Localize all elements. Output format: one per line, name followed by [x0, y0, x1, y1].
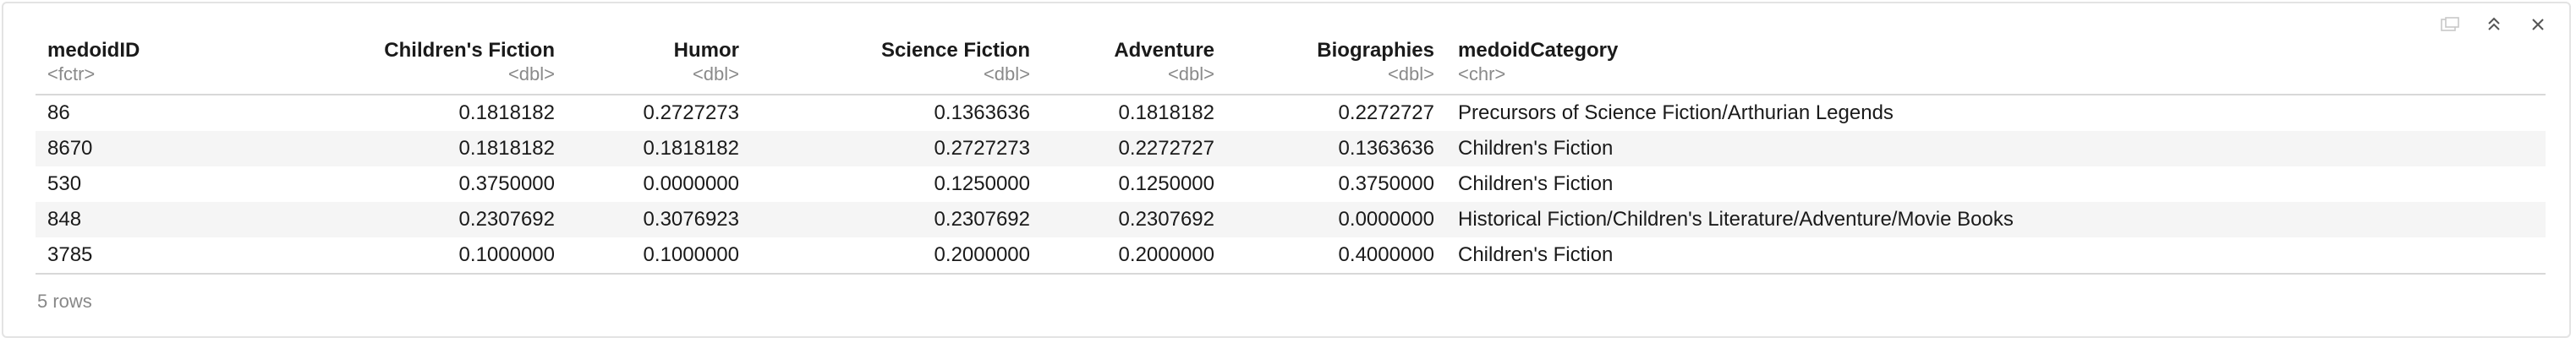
column-type: <dbl>: [1387, 63, 1434, 84]
cell-humor: 0.1818182: [643, 137, 739, 160]
cell-medoidcategory: Children's Fiction: [1458, 243, 1614, 266]
column-name: medoidCategory: [1458, 39, 1619, 62]
column-header-childrens-fiction[interactable]: Children's Fiction <dbl>: [255, 35, 567, 95]
column-type: <fctr>: [47, 63, 96, 84]
cell-medoidid: 848: [47, 208, 82, 231]
cell-humor: 0.3076923: [643, 208, 739, 231]
table-row: 848 0.2307692 0.3076923 0.2307692 0.2307…: [36, 202, 2546, 237]
column-type: <chr>: [1458, 63, 1506, 84]
data-table: medoidID <fctr> Children's Fiction <dbl>…: [36, 35, 2546, 275]
cell-childrens-fiction: 0.2307692: [458, 208, 555, 231]
cell-medoidid: 86: [47, 101, 70, 124]
cell-biographies: 0.1363636: [1338, 137, 1434, 160]
column-type: <dbl>: [1167, 63, 1214, 84]
cell-medoidcategory: Children's Fiction: [1458, 137, 1614, 160]
column-header-medoidid[interactable]: medoidID <fctr>: [36, 35, 255, 95]
column-header-humor[interactable]: Humor <dbl>: [567, 35, 751, 95]
column-type: <dbl>: [692, 63, 739, 84]
column-name: Humor: [673, 39, 739, 62]
cell-childrens-fiction: 0.3750000: [458, 172, 555, 195]
cell-medoidcategory: Historical Fiction/Children's Literature…: [1458, 208, 2014, 231]
cell-adventure: 0.2000000: [1118, 243, 1214, 266]
table-header-row: medoidID <fctr> Children's Fiction <dbl>…: [36, 35, 2546, 95]
cell-science-fiction: 0.2307692: [934, 208, 1030, 231]
cell-medoidcategory: Children's Fiction: [1458, 172, 1614, 195]
collapse-icon[interactable]: [2481, 12, 2507, 37]
cell-biographies: 0.4000000: [1338, 243, 1434, 266]
cell-biographies: 0.2272727: [1338, 101, 1434, 124]
table-row: 8670 0.1818182 0.1818182 0.2727273 0.227…: [36, 131, 2546, 166]
output-toolbar: [2437, 12, 2551, 37]
column-type: <dbl>: [983, 63, 1030, 84]
table-output-panel: medoidID <fctr> Children's Fiction <dbl>…: [2, 2, 2571, 338]
table-row: 3785 0.1000000 0.1000000 0.2000000 0.200…: [36, 237, 2546, 274]
cell-science-fiction: 0.2727273: [934, 137, 1030, 160]
cell-biographies: 0.0000000: [1338, 208, 1434, 231]
column-name: Science Fiction: [880, 39, 1030, 62]
cell-humor: 0.2727273: [643, 101, 739, 124]
cell-medoidid: 530: [47, 172, 82, 195]
data-table-container: medoidID <fctr> Children's Fiction <dbl>…: [36, 35, 2546, 275]
cell-biographies: 0.3750000: [1338, 172, 1434, 195]
table-row: 86 0.1818182 0.2727273 0.1363636 0.18181…: [36, 95, 2546, 131]
column-header-science-fiction[interactable]: Science Fiction <dbl>: [751, 35, 1042, 95]
column-header-adventure[interactable]: Adventure <dbl>: [1042, 35, 1226, 95]
cell-childrens-fiction: 0.1818182: [458, 137, 555, 160]
popout-icon[interactable]: [2437, 12, 2463, 37]
cell-science-fiction: 0.1363636: [934, 101, 1030, 124]
column-name: Biographies: [1317, 39, 1434, 62]
cell-science-fiction: 0.1250000: [934, 172, 1030, 195]
cell-medoidid: 8670: [47, 137, 93, 160]
cell-adventure: 0.2307692: [1118, 208, 1214, 231]
close-icon[interactable]: [2525, 12, 2551, 37]
cell-humor: 0.1000000: [643, 243, 739, 266]
column-name: medoidID: [47, 39, 140, 62]
cell-medoidid: 3785: [47, 243, 93, 266]
column-name: Adventure: [1114, 39, 1214, 62]
cell-adventure: 0.2272727: [1118, 137, 1214, 160]
column-type: <dbl>: [507, 63, 555, 84]
cell-medoidcategory: Precursors of Science Fiction/Arthurian …: [1458, 101, 1894, 124]
cell-adventure: 0.1818182: [1118, 101, 1214, 124]
column-header-medoidcategory[interactable]: medoidCategory <chr>: [1446, 35, 2546, 95]
cell-childrens-fiction: 0.1000000: [458, 243, 555, 266]
table-row: 530 0.3750000 0.0000000 0.1250000 0.1250…: [36, 166, 2546, 202]
row-count: 5 rows: [37, 291, 92, 312]
cell-science-fiction: 0.2000000: [934, 243, 1030, 266]
cell-adventure: 0.1250000: [1118, 172, 1214, 195]
cell-childrens-fiction: 0.1818182: [458, 101, 555, 124]
cell-humor: 0.0000000: [643, 172, 739, 195]
column-name: Children's Fiction: [384, 39, 555, 62]
column-header-biographies[interactable]: Biographies <dbl>: [1226, 35, 1446, 95]
